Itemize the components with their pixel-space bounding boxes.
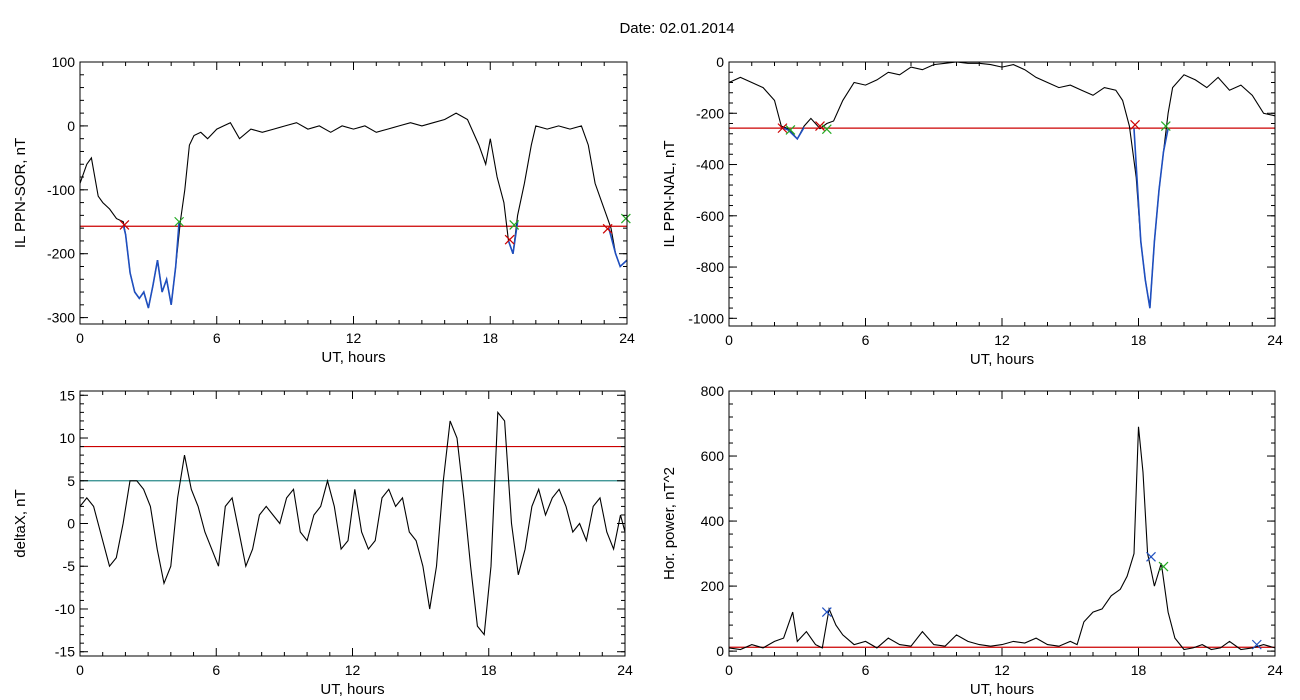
- y-axis-title: IL PPN-NAL, nT: [661, 141, 678, 248]
- series-line: [1133, 128, 1169, 309]
- plot-frame: [728, 61, 1276, 327]
- x-tick-label: 24: [1267, 332, 1283, 348]
- x-tick-label: 6: [212, 662, 220, 678]
- x-tick-label: 18: [1131, 662, 1147, 678]
- x-tick-label: 18: [1131, 332, 1147, 348]
- x-tick-label: 12: [994, 662, 1010, 678]
- panel-hor-power: 0 6 12 18 24 0 200 400 600 800 UT, hours Hor. power…: [661, 383, 1283, 698]
- x-axis-title: UT, hours: [320, 681, 384, 698]
- y-tick-label: -300: [47, 310, 75, 326]
- x-tick-label: 24: [619, 330, 635, 346]
- x-tick-label: 18: [481, 662, 497, 678]
- y-axis-title: deltaX, nT: [12, 489, 29, 557]
- x-axis-title: UT, hours: [970, 681, 1034, 698]
- series-line: [729, 426, 1275, 651]
- crossing-marker: [1158, 561, 1169, 572]
- y-tick-label: -1000: [688, 310, 724, 326]
- crossing-marker: [174, 216, 185, 227]
- x-axis-title: UT, hours: [970, 351, 1034, 368]
- x-tick-label: 24: [1267, 662, 1283, 678]
- crossing-marker: [821, 124, 832, 135]
- series-line: [608, 227, 627, 268]
- crossing-marker: [815, 121, 825, 132]
- crossing-marker: [602, 223, 613, 234]
- y-tick-label: 0: [67, 118, 75, 134]
- y-axis-title: Hor. power, nT^2: [661, 467, 678, 580]
- x-tick-label: 6: [213, 330, 221, 346]
- panel-ppn-nal: 0 6 12 18 24 -1000 -800 -600 -400 -200 0 UT, hours I…: [661, 54, 1283, 368]
- crossing-marker: [1160, 121, 1171, 132]
- y-tick-label: 600: [701, 448, 725, 464]
- y-tick-label: 10: [59, 430, 75, 446]
- y-tick-label: -10: [55, 601, 75, 617]
- crossing-marker: [1251, 639, 1262, 650]
- y-tick-label: -200: [47, 246, 75, 262]
- plot-frame: [79, 61, 628, 325]
- crossing-marker: [504, 234, 515, 245]
- y-tick-label: 100: [52, 54, 76, 70]
- crossing-marker: [1130, 119, 1141, 130]
- y-tick-label: 0: [67, 516, 75, 532]
- panel-deltax: 0 6 12 18 24 -15 -10 -5 0 5 10 15 UT, hours deltaX, n…: [12, 387, 633, 698]
- crossing-marker: [509, 220, 520, 230]
- x-tick-label: 6: [862, 662, 870, 678]
- x-tick-label: 0: [725, 662, 733, 678]
- y-axis-title: IL PPN-SOR, nT: [12, 138, 29, 248]
- panel-ppn-sor: 0 6 12 18 24 -300 -200 -100 0 100 UT, hours IL PPN-…: [12, 54, 635, 366]
- y-tick-label: -600: [696, 208, 724, 224]
- y-tick-label: -100: [47, 182, 75, 198]
- x-tick-label: 12: [346, 330, 362, 346]
- y-tick-label: -5: [63, 558, 76, 574]
- y-tick-label: 0: [716, 54, 724, 70]
- series-line: [729, 62, 1275, 309]
- x-tick-label: 0: [725, 332, 733, 348]
- x-tick-label: 12: [345, 662, 361, 678]
- plot-frame: [79, 390, 626, 657]
- x-tick-label: 18: [482, 330, 498, 346]
- y-tick-label: -400: [696, 157, 724, 173]
- crossing-marker: [785, 124, 796, 135]
- y-tick-label: 5: [67, 473, 75, 489]
- crossing-marker: [1146, 551, 1156, 562]
- x-axis-title: UT, hours: [321, 349, 385, 366]
- series-line: [507, 221, 519, 254]
- y-tick-label: 400: [701, 513, 725, 529]
- crossing-marker: [777, 123, 788, 134]
- series-line: [80, 410, 625, 636]
- crossing-marker: [821, 607, 832, 618]
- x-tick-label: 12: [994, 332, 1010, 348]
- x-tick-label: 0: [76, 662, 84, 678]
- y-tick-label: -15: [55, 644, 75, 660]
- series-line: [122, 221, 180, 309]
- crossing-marker: [620, 213, 631, 224]
- y-tick-label: -200: [696, 105, 724, 121]
- plot-frame: [728, 390, 1276, 657]
- y-tick-label: 200: [701, 578, 725, 594]
- figure-title: Date: 02.01.2014: [619, 20, 734, 37]
- y-tick-label: 800: [701, 383, 725, 399]
- x-tick-label: 6: [862, 332, 870, 348]
- y-tick-label: 0: [716, 643, 724, 659]
- x-tick-label: 0: [76, 330, 84, 346]
- series-line: [80, 112, 627, 309]
- series-line: [781, 126, 805, 141]
- crossing-marker: [119, 220, 130, 230]
- x-tick-label: 24: [617, 662, 633, 678]
- y-tick-label: 15: [59, 387, 75, 403]
- y-tick-label: -800: [696, 259, 724, 275]
